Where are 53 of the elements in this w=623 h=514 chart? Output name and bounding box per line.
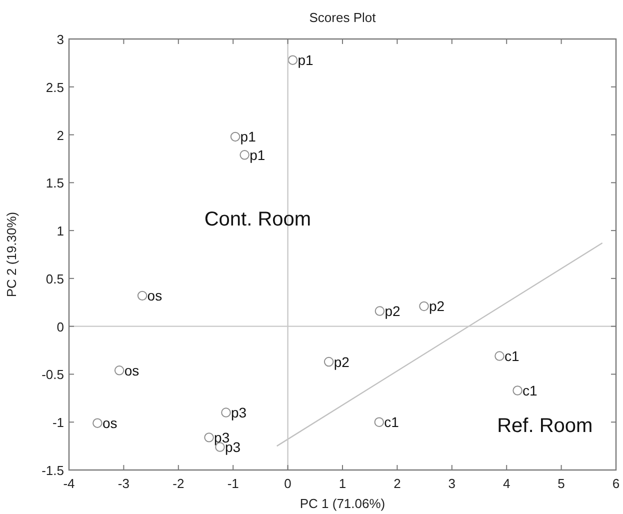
annotation: Ref. Room [497, 415, 593, 438]
x-tick-label: 6 [612, 476, 620, 491]
x-tick-label: 4 [502, 476, 510, 491]
point [240, 150, 250, 160]
point [494, 351, 504, 361]
text: p2 [334, 354, 350, 370]
x-tick-label: 1 [338, 476, 346, 491]
y-tick-label: -0.5 [42, 367, 64, 382]
x-axis-title: PC 1 (71.06%) [300, 496, 386, 511]
x-tick-label: 2 [394, 476, 401, 491]
text: os [124, 362, 140, 378]
point [230, 132, 240, 142]
point [374, 417, 384, 427]
x-tick-label: -1 [227, 476, 239, 491]
x-tick-label: -4 [63, 476, 75, 491]
y-tick-label: -1 [52, 415, 64, 430]
y-tick-label: -1.5 [42, 463, 64, 478]
x-tick-label: 5 [558, 476, 565, 491]
point [204, 432, 214, 442]
series-label: p2 [384, 303, 400, 320]
point [288, 55, 298, 65]
y-tick-label: 2.5 [46, 80, 64, 95]
text: os [147, 288, 162, 304]
text: p1 [250, 146, 266, 163]
x-tick-label: 3 [448, 476, 456, 491]
text: c1 [522, 382, 538, 399]
y-tick-label: 0.5 [46, 271, 64, 286]
y-tick-label: 3 [56, 32, 64, 47]
y-tick-label: 1.5 [46, 176, 64, 191]
x-tick-label: 0 [284, 476, 292, 491]
chart-title: Scores Plot [309, 10, 376, 25]
point [92, 418, 102, 428]
y-tick-label: 2 [56, 128, 64, 143]
annotation: Cont. Room [204, 208, 312, 230]
series-label: os [102, 415, 118, 432]
x-tick-label: -3 [118, 476, 130, 491]
text: c1 [384, 414, 399, 430]
point [114, 366, 124, 376]
point [419, 301, 429, 312]
text: p2 [429, 298, 445, 314]
text: p1 [240, 128, 256, 145]
y-axis-title: PC 2 (19.30%) [4, 212, 19, 298]
point [137, 290, 148, 301]
point [324, 356, 334, 367]
point [374, 306, 385, 316]
point [512, 386, 522, 396]
series-label: p3 [230, 404, 247, 421]
series-label: c1 [504, 348, 520, 364]
y-tick-label: 1 [56, 224, 64, 239]
series-label: p1 [298, 52, 314, 68]
point [221, 408, 231, 418]
x-tick-label: -2 [172, 476, 184, 491]
y-tick-label: 0 [56, 319, 64, 334]
